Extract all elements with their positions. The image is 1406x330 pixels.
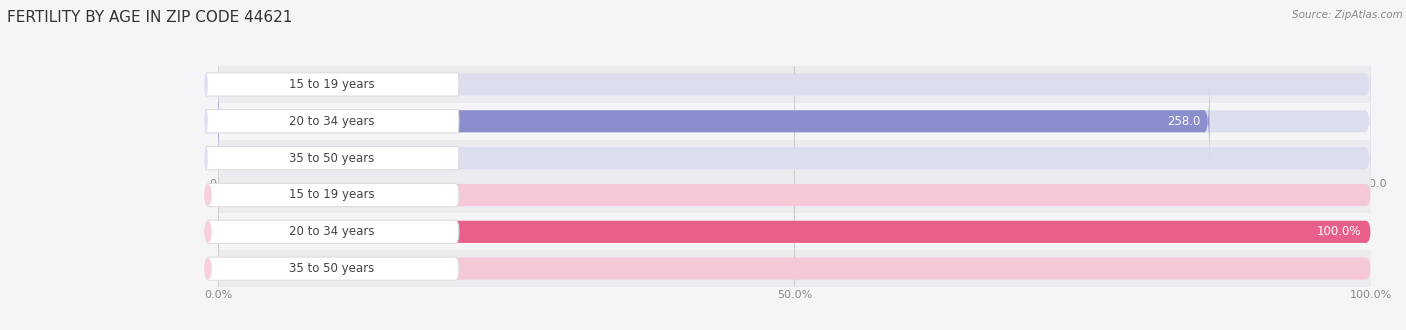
Text: 100.0%: 100.0% (1317, 225, 1361, 238)
Text: 0.0: 0.0 (304, 151, 323, 165)
Text: 258.0: 258.0 (1167, 115, 1201, 128)
Text: Source: ZipAtlas.com: Source: ZipAtlas.com (1292, 10, 1403, 20)
Circle shape (205, 185, 211, 205)
Text: FERTILITY BY AGE IN ZIP CODE 44621: FERTILITY BY AGE IN ZIP CODE 44621 (7, 10, 292, 25)
FancyBboxPatch shape (218, 221, 1371, 243)
Text: 0.0%: 0.0% (304, 262, 335, 275)
Text: 15 to 19 years: 15 to 19 years (290, 188, 375, 202)
Text: 0.0%: 0.0% (304, 188, 335, 202)
FancyBboxPatch shape (218, 66, 1371, 103)
Text: 20 to 34 years: 20 to 34 years (290, 225, 375, 238)
Circle shape (205, 112, 207, 131)
FancyBboxPatch shape (205, 183, 458, 207)
FancyBboxPatch shape (218, 46, 1371, 123)
FancyBboxPatch shape (205, 147, 458, 170)
FancyBboxPatch shape (218, 250, 1371, 287)
Text: 0.0: 0.0 (304, 78, 323, 91)
Text: 20 to 34 years: 20 to 34 years (290, 115, 375, 128)
FancyBboxPatch shape (205, 110, 458, 133)
FancyBboxPatch shape (218, 177, 1371, 214)
Circle shape (205, 259, 211, 279)
FancyBboxPatch shape (218, 184, 1371, 206)
Circle shape (205, 222, 211, 242)
FancyBboxPatch shape (218, 221, 1371, 243)
FancyBboxPatch shape (218, 258, 1371, 280)
FancyBboxPatch shape (205, 257, 458, 280)
Text: 35 to 50 years: 35 to 50 years (290, 262, 374, 275)
Circle shape (205, 148, 207, 168)
FancyBboxPatch shape (205, 73, 458, 96)
Text: 15 to 19 years: 15 to 19 years (290, 78, 375, 91)
FancyBboxPatch shape (218, 82, 1371, 160)
FancyBboxPatch shape (218, 82, 1209, 160)
FancyBboxPatch shape (218, 214, 1371, 250)
Text: 35 to 50 years: 35 to 50 years (290, 151, 374, 165)
FancyBboxPatch shape (218, 140, 1371, 177)
FancyBboxPatch shape (218, 119, 1371, 197)
FancyBboxPatch shape (218, 103, 1371, 140)
FancyBboxPatch shape (205, 220, 458, 244)
Circle shape (205, 75, 207, 94)
